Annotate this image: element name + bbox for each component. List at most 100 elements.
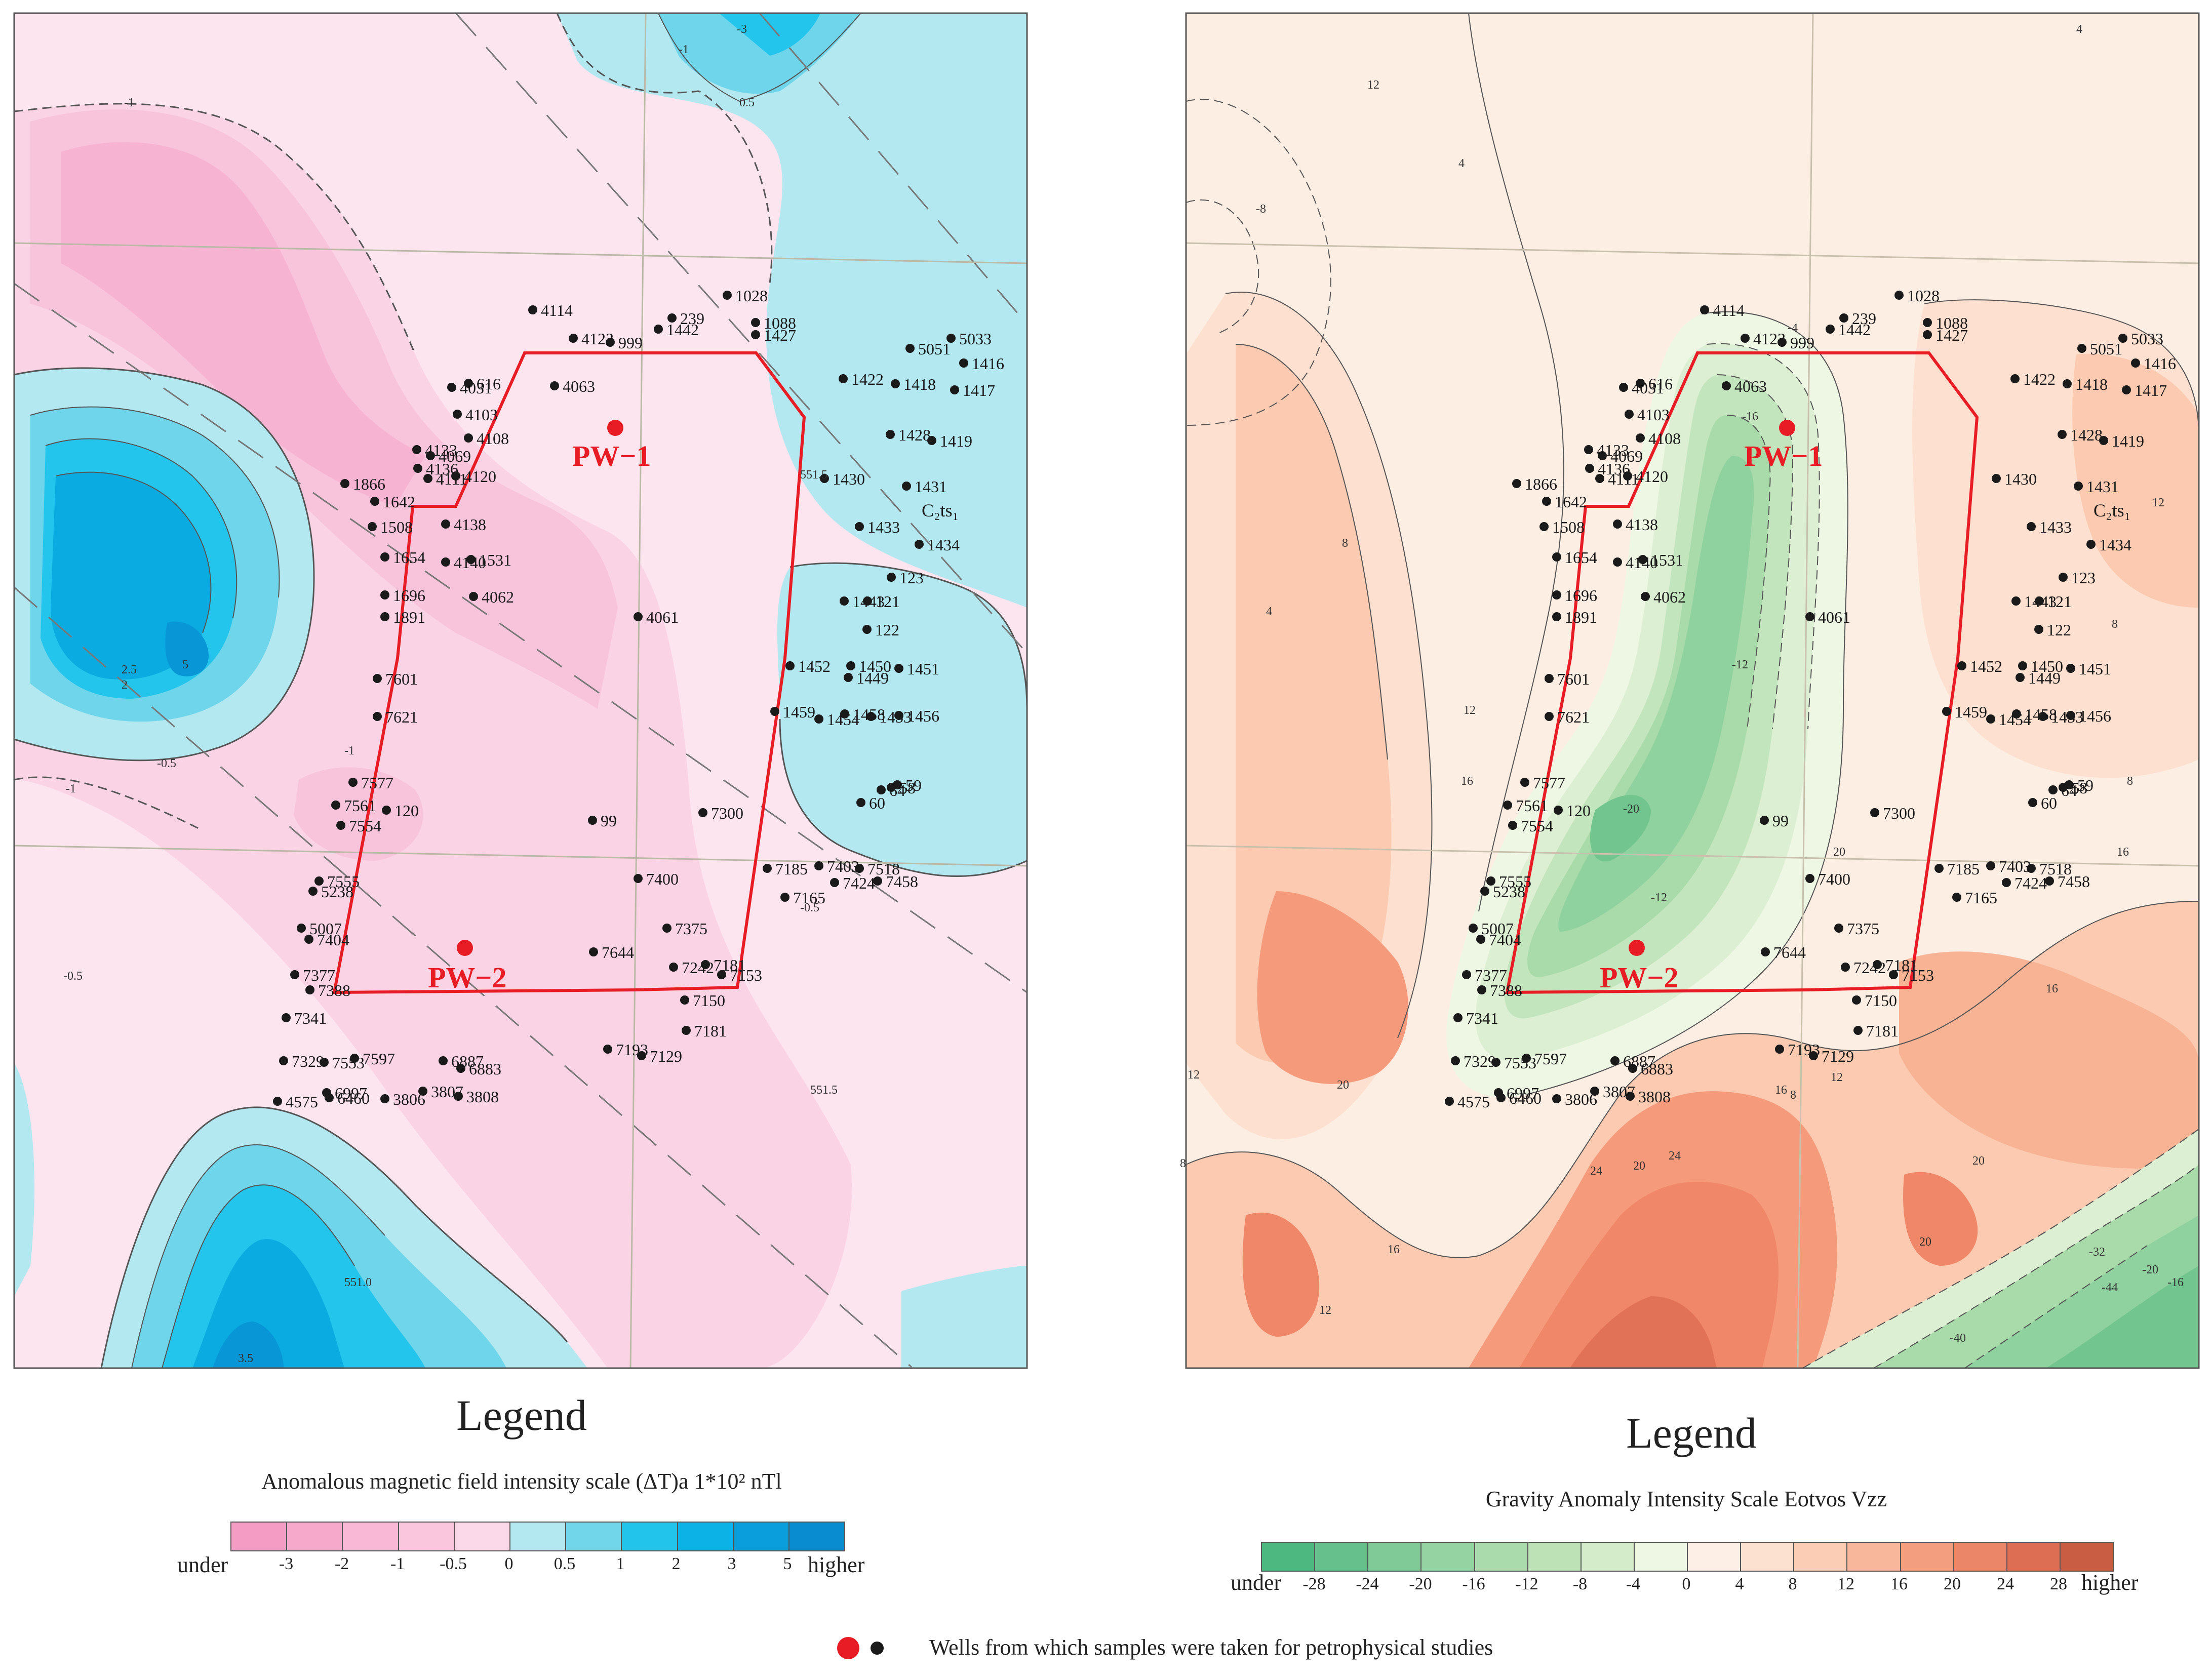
- well-label: 7377: [303, 966, 335, 984]
- well-label: 7555: [327, 872, 360, 891]
- scale-tick-label: 16: [1890, 1575, 1908, 1593]
- pw-well-marker: [607, 420, 623, 436]
- well-marker: [1889, 970, 1898, 979]
- scale-tick-label: 0: [504, 1554, 514, 1573]
- pw-well-marker: [1779, 420, 1795, 436]
- well-marker: [785, 661, 795, 670]
- well-label: 7341: [1466, 1009, 1498, 1027]
- well-marker: [915, 540, 924, 549]
- well-marker: [569, 334, 578, 343]
- well-label: 3808: [466, 1088, 499, 1106]
- scale-tick-label: -4: [1626, 1575, 1641, 1593]
- well-marker: [370, 497, 379, 506]
- well-marker: [2045, 876, 2054, 886]
- well-marker: [682, 1026, 691, 1035]
- well-label: 4114: [541, 301, 573, 319]
- well-label: 1459: [783, 703, 815, 721]
- well-label: 58: [899, 779, 916, 797]
- well-marker: [2048, 785, 2058, 794]
- well-label: 7400: [646, 870, 679, 888]
- contour-label: -12: [1651, 891, 1667, 904]
- well-label: 5007: [309, 920, 342, 938]
- scale-tick-label: 0: [1682, 1575, 1691, 1593]
- well-label: 7458: [2058, 872, 2090, 891]
- scale-swatch: [1794, 1543, 1848, 1571]
- well-marker: [1496, 1093, 1506, 1102]
- well-marker: [382, 806, 391, 815]
- well-label: 1451: [907, 660, 939, 678]
- magnetic-anomaly-map: [14, 13, 1027, 1368]
- contour-label: 12: [2152, 496, 2164, 509]
- scale-swatch: [1741, 1543, 1795, 1571]
- well-marker: [887, 573, 896, 582]
- well-label: 1696: [1565, 586, 1597, 605]
- well-marker: [1952, 893, 1961, 902]
- well-marker: [1545, 674, 1554, 683]
- well-label: 1442: [1838, 321, 1871, 339]
- well-label: 1450: [2031, 657, 2063, 675]
- contour-label: -12: [1732, 658, 1748, 671]
- well-label: 4140: [1626, 553, 1658, 572]
- well-marker: [297, 924, 306, 933]
- scale-tick-label: 0.5: [554, 1554, 576, 1573]
- well-label: 1088: [764, 314, 796, 332]
- well-marker: [1722, 381, 1731, 390]
- well-label: 7424: [2014, 874, 2047, 892]
- well-label: 1456: [907, 707, 939, 725]
- well-label: 4138: [1626, 515, 1658, 534]
- well-label: 7129: [650, 1047, 682, 1065]
- scale-swatch: [454, 1523, 510, 1550]
- well-marker: [855, 864, 864, 873]
- well-marker: [453, 410, 462, 419]
- contour-label: -16: [2167, 1276, 2184, 1289]
- well-marker: [1554, 806, 1563, 815]
- well-marker: [1700, 305, 1709, 314]
- well-label: 1449: [2028, 669, 2061, 687]
- well-label: 4062: [1653, 588, 1686, 606]
- well-marker: [589, 947, 598, 956]
- well-label: 1696: [393, 586, 425, 605]
- well-label: 5051: [2090, 340, 2122, 358]
- well-marker: [320, 1058, 329, 1067]
- scale-swatch: [1954, 1543, 2007, 1571]
- well-marker: [863, 596, 872, 606]
- well-label: 1453: [879, 708, 912, 726]
- well-marker: [1552, 552, 1561, 562]
- well-marker: [637, 1051, 646, 1060]
- well-marker: [2086, 540, 2096, 549]
- well-marker: [680, 995, 689, 1005]
- well-label: 1452: [1970, 657, 2002, 675]
- well-label: 239: [1852, 309, 1876, 328]
- well-marker: [588, 816, 597, 825]
- well-label: 7377: [1475, 966, 1507, 984]
- well-marker: [380, 612, 389, 621]
- well-marker: [894, 664, 903, 673]
- well-marker: [950, 385, 959, 394]
- well-marker: [1522, 1054, 1531, 1063]
- well-label: 6997: [335, 1084, 367, 1102]
- black-well-marker: [871, 1642, 884, 1655]
- well-label: 7300: [711, 804, 743, 822]
- well-label: 1454: [827, 710, 859, 729]
- well-marker: [1805, 612, 1814, 621]
- well-marker: [380, 590, 389, 599]
- scale-swatch: [287, 1523, 343, 1550]
- contour-label: 20: [1972, 1154, 1985, 1168]
- pw-well-label: PW−2: [428, 961, 506, 994]
- well-marker: [2027, 864, 2036, 873]
- scale-tick-label: 1: [616, 1554, 625, 1573]
- well-label: 7601: [1557, 670, 1590, 688]
- well-label: 1433: [867, 518, 900, 536]
- well-label: 7329: [1464, 1052, 1496, 1070]
- legend-title-right: Legend: [1626, 1409, 1757, 1457]
- scale-tick-label: -3: [279, 1554, 294, 1573]
- well-label: 7577: [361, 774, 393, 792]
- well-label: 6883: [469, 1060, 501, 1078]
- scale-swatch: [1528, 1543, 1582, 1571]
- well-label: 4111: [1608, 470, 1639, 488]
- well-label: 1531: [479, 551, 511, 569]
- well-marker: [1809, 1051, 1818, 1060]
- well-label: 4062: [482, 588, 514, 606]
- well-label: 1654: [1565, 548, 1597, 567]
- legend-subtitle-right-text: Gravity Anomaly Intensity Scale Eotvos V…: [1485, 1487, 1887, 1511]
